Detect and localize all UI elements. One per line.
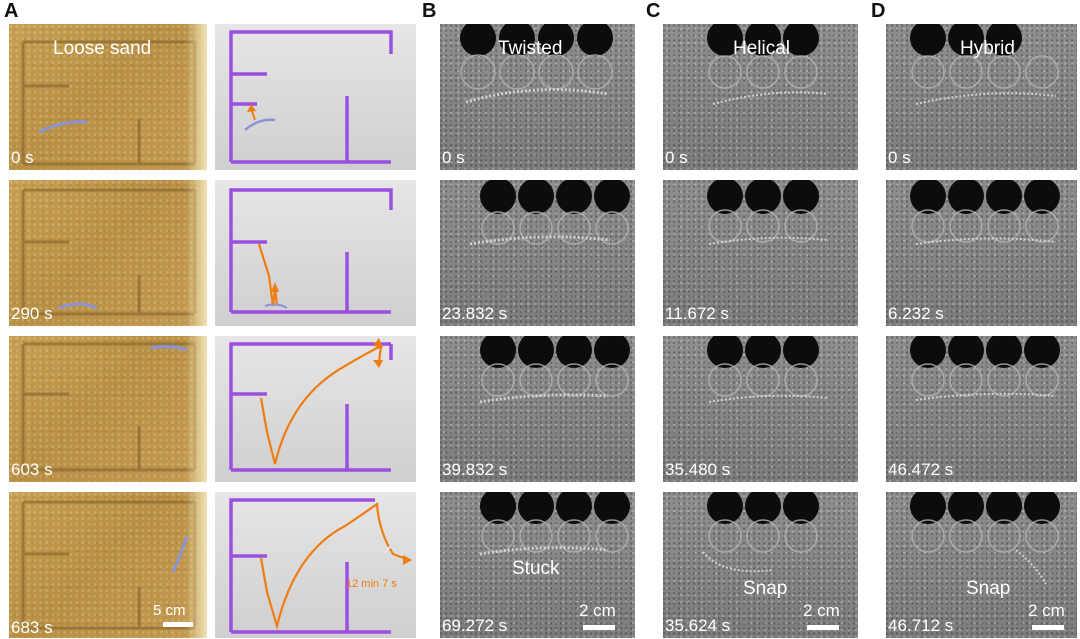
simulation-panel-row2 xyxy=(215,180,416,326)
time-label: 0 s xyxy=(442,148,465,167)
time-label: 0 s xyxy=(888,148,911,167)
time-label: 46.712 s xyxy=(888,616,954,635)
twisted-photo-row2: 23.832 s xyxy=(440,180,635,326)
robot-marker xyxy=(171,535,189,573)
panel-letter-b: B xyxy=(422,0,437,22)
robot-scene xyxy=(702,492,819,573)
scale-label: 2 cm xyxy=(803,601,840,620)
robot-marker xyxy=(244,118,276,131)
final-time-annotation: 12 min 7 s xyxy=(346,578,397,590)
outcome-label: Stuck xyxy=(512,558,560,579)
sand-photo-row1: Loose sand 0 s xyxy=(9,24,207,170)
hybrid-photo-row3: 46.472 s xyxy=(886,336,1077,482)
hybrid-photo-row2: 6.232 s xyxy=(886,180,1077,326)
twisted-photo-row3: 39.832 s xyxy=(440,336,635,482)
time-label: 69.272 s xyxy=(442,616,508,635)
time-label: 683 s xyxy=(11,618,53,637)
time-label: 11.672 s xyxy=(665,304,729,323)
hybrid-photo-row1: Hybrid 0 s xyxy=(886,24,1077,170)
sand-photo-row4: 5 cm 683 s xyxy=(9,492,207,638)
simulation-maze xyxy=(229,498,412,634)
helical-title: Helical xyxy=(733,38,791,59)
helical-photo-row2: 11.672 s xyxy=(663,180,858,326)
simulation-maze xyxy=(229,338,393,472)
scale-bar xyxy=(163,622,193,627)
robot-scene xyxy=(469,180,630,246)
simulation-panel-row4: 12 min 7 s xyxy=(215,492,416,638)
time-label: 46.472 s xyxy=(888,460,954,479)
loose-sand-title: Loose sand xyxy=(53,38,152,59)
robot-scene xyxy=(479,336,630,404)
scale-bar xyxy=(583,625,615,630)
twisted-photo-row4: Stuck 2 cm 69.272 s xyxy=(440,492,635,638)
time-label: 0 s xyxy=(11,148,34,167)
scale-label: 2 cm xyxy=(1028,601,1065,620)
robot-scene xyxy=(707,180,828,245)
panel-letter-d: D xyxy=(871,0,886,22)
helical-photo-row3: 35.480 s xyxy=(663,336,858,482)
time-label: 39.832 s xyxy=(442,460,508,479)
time-label: 35.624 s xyxy=(665,616,731,635)
hybrid-photo-row4: Snap 2 cm 46.712 s xyxy=(886,492,1077,638)
robot-marker xyxy=(150,344,188,352)
time-label: 0 s xyxy=(665,148,688,167)
scale-label: 5 cm xyxy=(153,602,186,619)
helical-photo-row1: Helical 0 s xyxy=(663,24,858,170)
trajectory xyxy=(259,344,383,465)
sand-photo-row3: 603 s xyxy=(9,336,207,482)
panel-letter-a: A xyxy=(4,0,19,22)
scale-bar xyxy=(807,625,839,630)
time-label: 603 s xyxy=(11,460,53,479)
scale-bar xyxy=(1032,625,1064,630)
robot-scene xyxy=(910,180,1060,245)
simulation-panel-row3 xyxy=(215,336,416,482)
simulation-panel-row1 xyxy=(215,24,416,170)
robot-scene xyxy=(910,492,1060,585)
time-label: 290 s xyxy=(11,304,53,323)
panel-letter-c: C xyxy=(646,0,661,22)
outcome-label: Snap xyxy=(743,578,788,599)
trajectory xyxy=(259,501,410,631)
trajectory xyxy=(257,243,279,307)
robot-scene xyxy=(707,336,828,403)
robot-scene xyxy=(910,24,1059,105)
time-label: 6.232 s xyxy=(888,304,944,323)
heading-arrow xyxy=(403,555,412,565)
heading-arrow xyxy=(247,104,256,112)
heading-arrow xyxy=(271,282,279,292)
robot-marker xyxy=(264,303,288,309)
robot-marker xyxy=(38,120,88,134)
time-label: 35.480 s xyxy=(665,460,731,479)
outcome-label: Snap xyxy=(966,578,1011,599)
twisted-photo-row1: Twisted 0 s xyxy=(440,24,635,170)
simulation-maze xyxy=(229,30,393,164)
heading-arrow xyxy=(373,360,383,368)
helical-photo-row4: Snap 2 cm 35.624 s xyxy=(663,492,858,638)
robot-marker xyxy=(58,302,98,310)
robot-scene xyxy=(479,492,630,556)
sand-photo-row2: 290 s xyxy=(9,180,207,326)
twisted-title: Twisted xyxy=(498,38,563,59)
robot-scene xyxy=(460,24,613,104)
simulation-maze xyxy=(229,188,393,314)
scale-label: 2 cm xyxy=(579,601,616,620)
robot-scene xyxy=(910,336,1060,401)
time-label: 23.832 s xyxy=(442,304,508,323)
hybrid-title: Hybrid xyxy=(960,38,1015,59)
robot-scene xyxy=(707,24,828,105)
